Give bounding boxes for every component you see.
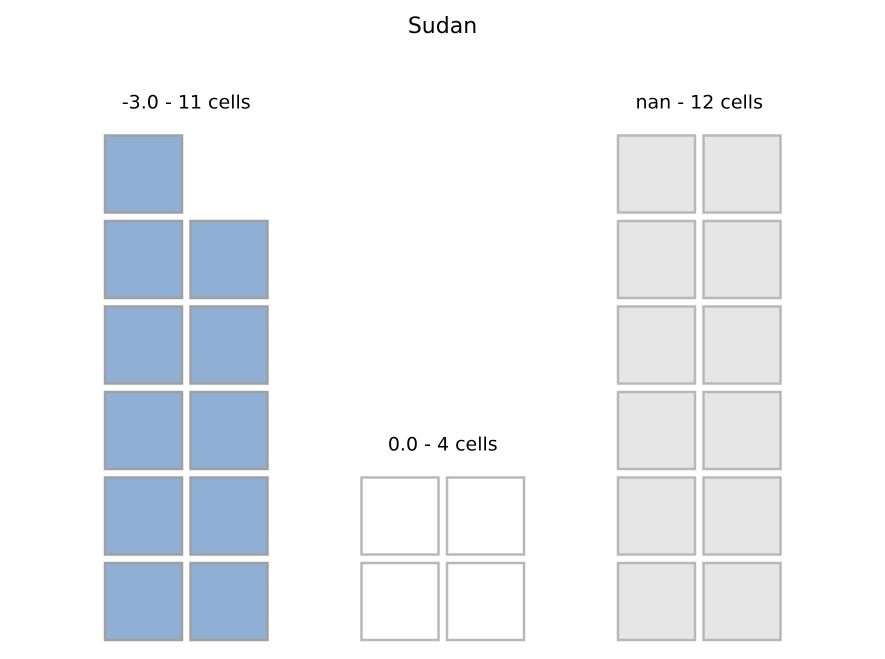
waffle-cell <box>702 219 782 300</box>
group-label: -3.0 - 11 cells <box>122 92 251 114</box>
waffle-cell <box>702 305 782 385</box>
waffle-cell <box>702 561 782 642</box>
waffle-cell <box>189 561 269 642</box>
waffle-groups: -3.0 - 11 cells 0.0 - 4 cells nan - 12 cel… <box>103 92 782 642</box>
waffle-cell <box>189 390 269 471</box>
waffle-cell <box>445 476 526 556</box>
waffle-group-2: nan - 12 cells <box>616 92 782 642</box>
waffle-cell <box>445 561 526 642</box>
waffle-cell <box>103 390 184 471</box>
waffle-cell <box>103 305 184 385</box>
chart-title: Sudan <box>408 14 477 39</box>
waffle-cell <box>360 561 440 642</box>
waffle-cell <box>616 305 697 385</box>
waffle-cell <box>189 305 269 385</box>
waffle-group-0: -3.0 - 11 cells <box>103 92 269 642</box>
waffle-cell <box>189 476 269 556</box>
group-label: 0.0 - 4 cells <box>388 434 498 456</box>
waffle-group-1: 0.0 - 4 cells <box>360 434 526 642</box>
waffle-cell <box>616 134 697 214</box>
waffle-cell <box>103 561 184 642</box>
waffle-cell <box>616 219 697 300</box>
waffle-cell <box>616 390 697 471</box>
waffle-cell <box>189 219 269 300</box>
waffle-cell <box>702 134 782 214</box>
waffle-cell <box>103 219 184 300</box>
waffle-cell <box>702 476 782 556</box>
waffle-cell <box>360 476 440 556</box>
waffle-cell <box>103 134 184 214</box>
waffle-cell <box>616 476 697 556</box>
waffle-cell <box>616 561 697 642</box>
waffle-cell <box>702 390 782 471</box>
waffle-cell <box>103 476 184 556</box>
group-label: nan - 12 cells <box>636 92 763 114</box>
